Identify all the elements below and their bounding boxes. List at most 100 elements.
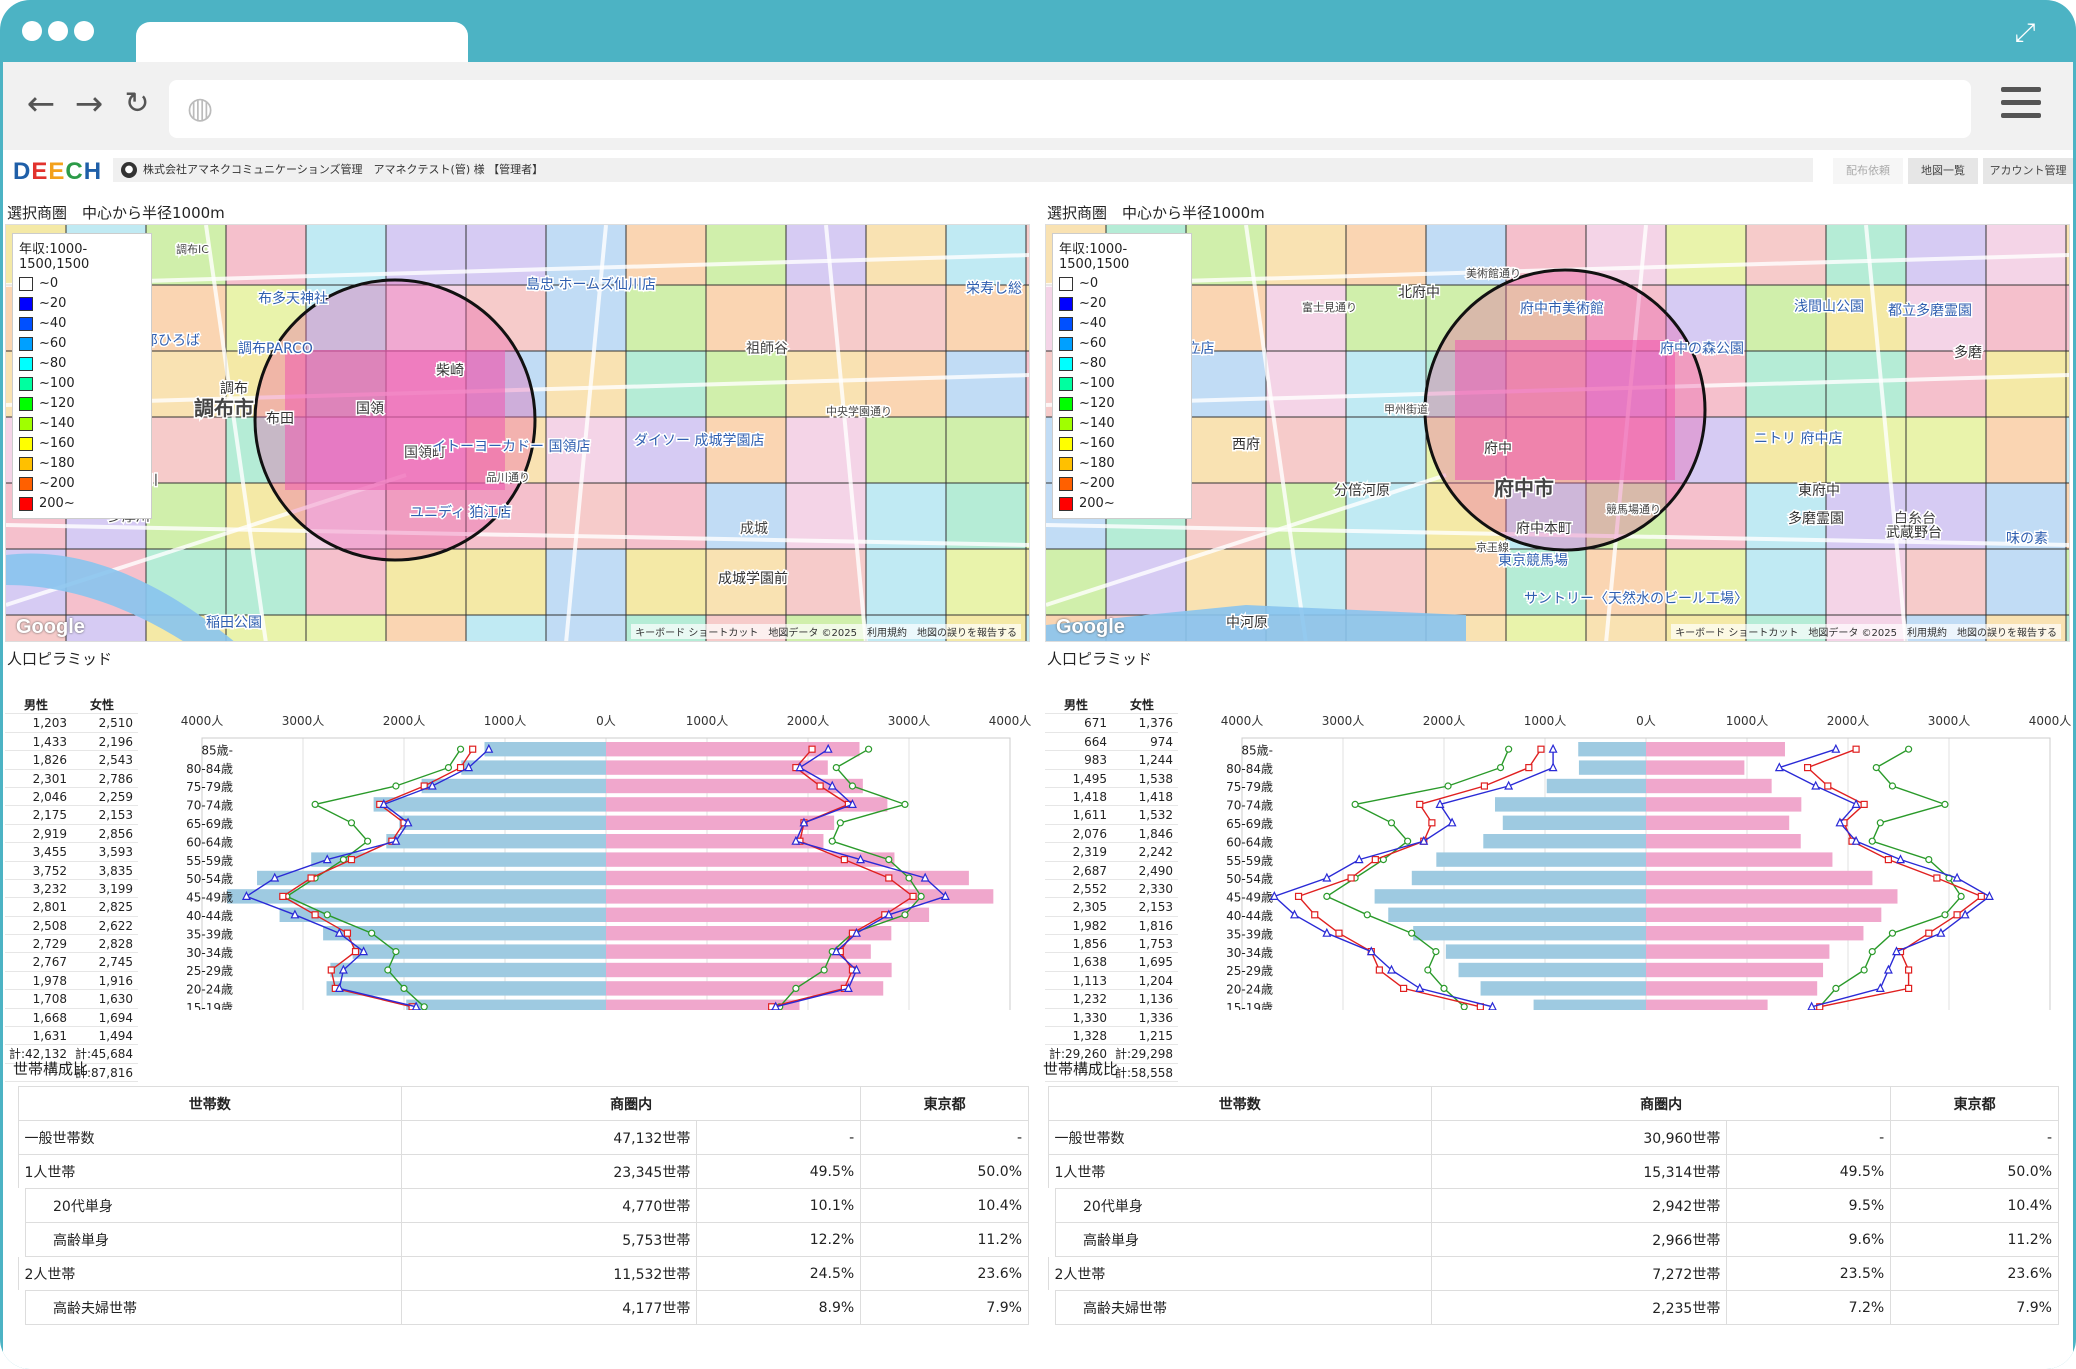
female-area-ratio-point[interactable] xyxy=(1952,872,1962,882)
hamburger-menu-icon[interactable] xyxy=(2001,87,2041,123)
income-mesh-cell[interactable] xyxy=(545,225,627,286)
map-place-label[interactable]: 白糸台 xyxy=(1893,510,1938,529)
female-zenkoku-point[interactable] xyxy=(828,837,836,845)
trade-area-circle[interactable] xyxy=(1423,268,1707,552)
female-bar[interactable] xyxy=(606,889,994,904)
male-area-ratio-point[interactable] xyxy=(1366,946,1376,956)
female-zenkoku-point[interactable] xyxy=(1832,984,1840,992)
male-bar[interactable] xyxy=(461,760,606,775)
female-tokyo-point[interactable] xyxy=(1884,856,1893,864)
male-zenkoku-point[interactable] xyxy=(311,800,319,809)
map-place-label[interactable]: 柴崎 xyxy=(435,362,466,381)
map-place-label[interactable]: 味の素 xyxy=(2005,530,2050,549)
back-arrow-icon[interactable]: ← xyxy=(26,84,56,124)
male-area-ratio-point[interactable] xyxy=(1447,817,1457,827)
female-area-ratio-point[interactable] xyxy=(823,743,833,753)
income-mesh-cell[interactable] xyxy=(785,284,867,352)
male-zenkoku-point[interactable] xyxy=(400,984,408,992)
female-bar[interactable] xyxy=(606,907,930,922)
male-area-ratio-point[interactable] xyxy=(411,1001,421,1010)
map-place-label[interactable]: 府中本町 xyxy=(1515,520,1574,539)
male-zenkoku-point[interactable] xyxy=(1460,1003,1468,1010)
map-place-label[interactable]: 富士見通り xyxy=(1301,299,1359,316)
male-bar[interactable] xyxy=(1388,907,1646,922)
income-mesh-cell[interactable] xyxy=(545,482,627,550)
income-mesh-cell[interactable] xyxy=(1265,548,1347,616)
income-mesh-cell[interactable] xyxy=(945,548,1027,616)
male-tokyo-point[interactable] xyxy=(347,856,356,864)
female-bar[interactable] xyxy=(1646,981,1818,996)
income-mesh-cell[interactable] xyxy=(705,548,787,616)
income-mesh-cell[interactable] xyxy=(1345,416,1427,484)
female-zenkoku-point[interactable] xyxy=(1876,819,1884,827)
tab-distribution-request[interactable]: 配布依頼 xyxy=(1833,158,1903,184)
income-mesh-cell[interactable] xyxy=(1025,350,1030,418)
window-dot-close[interactable] xyxy=(22,21,42,41)
male-zenkoku-point[interactable] xyxy=(1505,745,1513,753)
male-area-ratio-point[interactable] xyxy=(1548,762,1558,772)
income-mesh-cell[interactable] xyxy=(1745,225,1827,286)
income-mesh-cell[interactable] xyxy=(1985,284,2067,352)
income-mesh-cell[interactable] xyxy=(1265,284,1347,352)
income-mesh-cell[interactable] xyxy=(145,350,227,418)
income-mesh-cell[interactable] xyxy=(1825,350,1907,418)
map-place-label[interactable]: 中央学園通り xyxy=(825,403,894,420)
map-place-label[interactable]: 調布IC xyxy=(175,241,211,258)
income-mesh-cell[interactable] xyxy=(705,225,787,286)
female-zenkoku-point[interactable] xyxy=(1941,911,1949,919)
income-mesh-cell[interactable] xyxy=(1025,284,1030,352)
map-place-label[interactable]: 布多天神社 xyxy=(257,289,330,309)
map-place-label[interactable]: 稲田公園 xyxy=(205,614,264,633)
male-bar[interactable] xyxy=(311,852,606,867)
window-dot-minimize[interactable] xyxy=(48,21,68,41)
income-mesh-cell[interactable] xyxy=(1265,350,1347,418)
income-mesh-cell[interactable] xyxy=(1985,350,2067,418)
female-tokyo-point[interactable] xyxy=(840,856,848,864)
female-bar[interactable] xyxy=(606,999,800,1010)
female-bar[interactable] xyxy=(1646,962,1824,978)
income-mesh-cell[interactable] xyxy=(545,548,627,616)
income-mesh-cell[interactable] xyxy=(2065,350,2070,418)
male-zenkoku-point[interactable] xyxy=(1351,800,1359,809)
income-mesh-cell[interactable] xyxy=(1046,548,1107,616)
female-zenkoku-point[interactable] xyxy=(901,800,909,809)
income-mesh-cell[interactable] xyxy=(465,548,547,616)
income-mesh-cell[interactable] xyxy=(1025,614,1030,642)
female-zenkoku-point[interactable] xyxy=(1904,745,1913,753)
female-tokyo-point[interactable] xyxy=(909,892,917,900)
male-zenkoku-point[interactable] xyxy=(1323,892,1331,900)
income-mesh-cell[interactable] xyxy=(1585,548,1667,616)
male-bar[interactable] xyxy=(1480,981,1646,996)
income-mesh-cell[interactable] xyxy=(465,284,547,352)
male-area-ratio-point[interactable] xyxy=(338,964,348,974)
male-area-ratio-point[interactable] xyxy=(1504,780,1514,790)
income-mesh-cell[interactable] xyxy=(2065,614,2070,642)
female-tokyo-point[interactable] xyxy=(1816,1003,1824,1010)
income-mesh-cell[interactable] xyxy=(1905,225,1987,286)
income-mesh-cell[interactable] xyxy=(1665,284,1747,352)
income-mesh-cell[interactable] xyxy=(1185,350,1267,418)
female-bar[interactable] xyxy=(606,926,892,941)
map-place-label[interactable]: 調布市 xyxy=(193,395,256,422)
male-area-ratio-point[interactable] xyxy=(359,946,369,956)
map-place-label[interactable]: 国領 xyxy=(355,399,386,419)
map-place-label[interactable]: 府中市 xyxy=(1493,475,1556,502)
female-bar[interactable] xyxy=(1646,797,1802,812)
map-place-label[interactable]: 北府中 xyxy=(1397,284,1442,303)
male-bar[interactable] xyxy=(279,907,606,922)
income-mesh-cell[interactable] xyxy=(1825,548,1907,616)
income-mesh-cell[interactable] xyxy=(945,284,1027,352)
female-zenkoku-point[interactable] xyxy=(1941,800,1949,809)
female-area-ratio-point[interactable] xyxy=(884,909,894,919)
male-area-ratio-point[interactable] xyxy=(290,909,300,919)
income-mesh-cell[interactable] xyxy=(1905,416,1987,484)
female-area-ratio-point[interactable] xyxy=(852,927,861,937)
female-zenkoku-point[interactable] xyxy=(1872,763,1880,772)
female-bar[interactable] xyxy=(1646,907,1882,922)
map-place-label[interactable]: 島忠 ホームズ仙川店 xyxy=(525,276,658,295)
male-bar[interactable] xyxy=(1533,999,1646,1010)
forward-arrow-icon[interactable]: → xyxy=(74,84,104,124)
male-tokyo-point[interactable] xyxy=(279,892,287,900)
trade-area-circle[interactable] xyxy=(253,278,537,562)
map-place-label[interactable]: ユニディ 狛江店 xyxy=(409,503,513,523)
